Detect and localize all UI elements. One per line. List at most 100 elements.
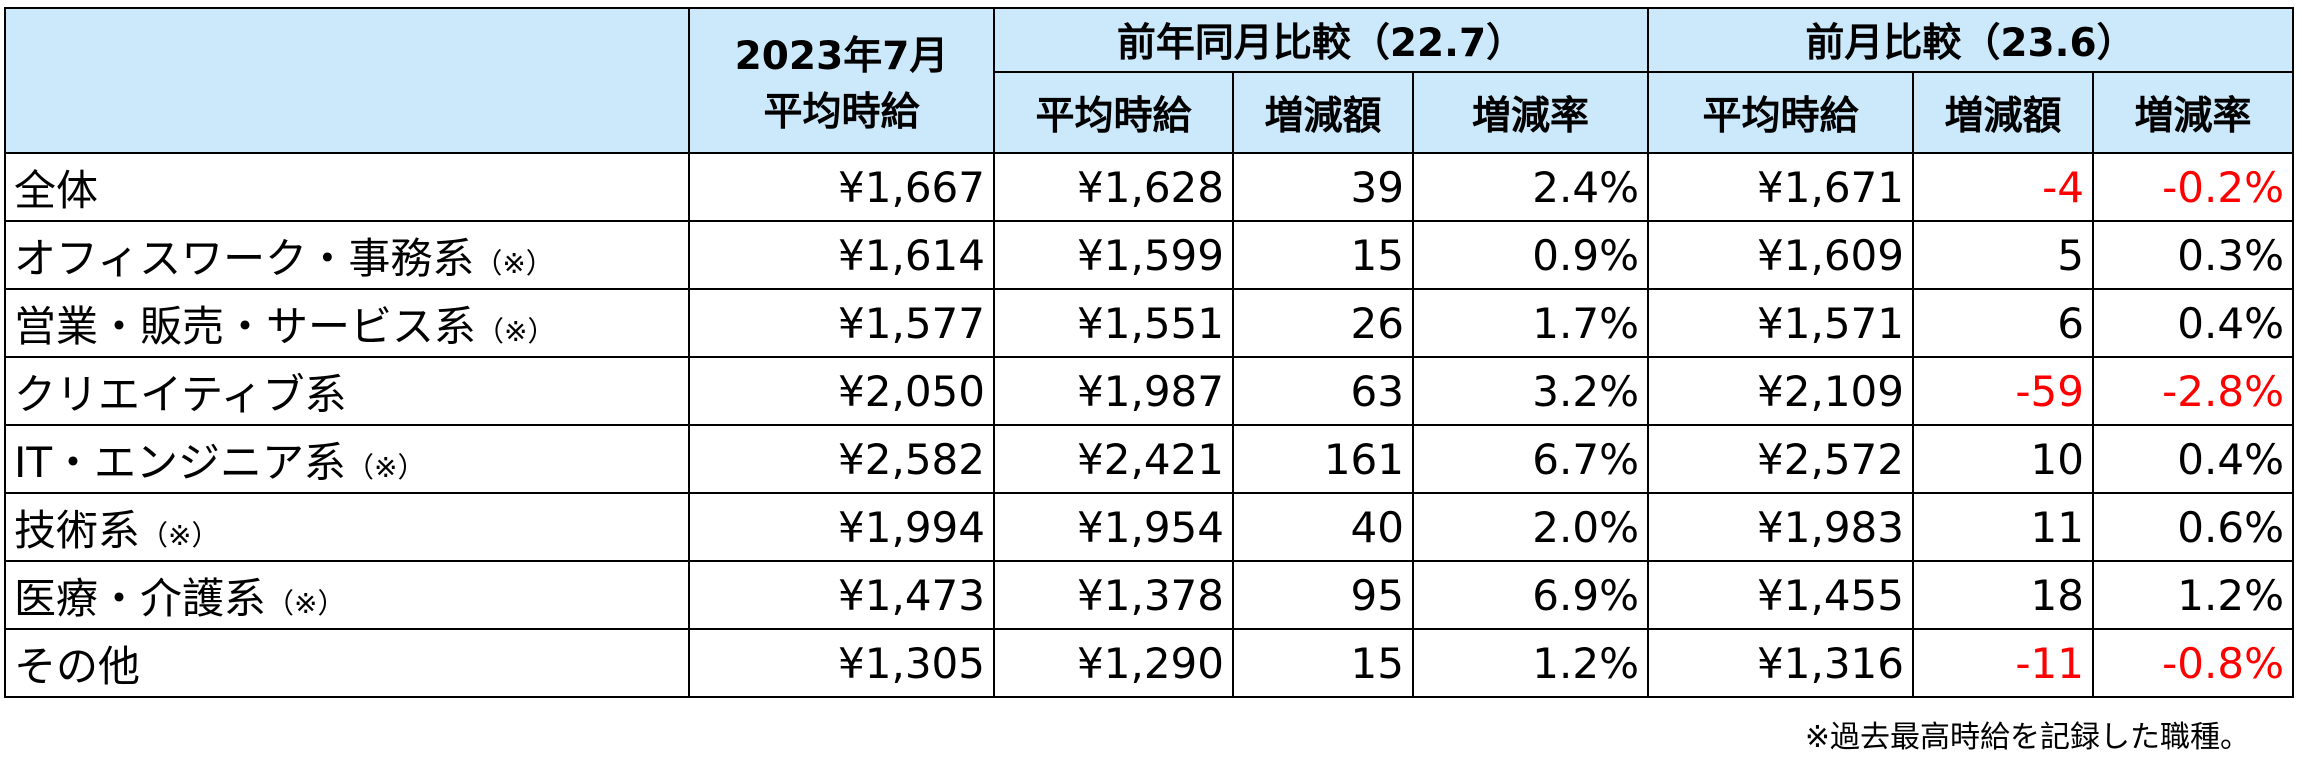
cell: ¥1,628: [993, 152, 1234, 222]
row: 営業・販売・サービス系（※） ¥1,577 ¥1,551 26 1.7% ¥1,571 6 0…: [4, 288, 2294, 358]
cell: 15: [1232, 628, 1414, 698]
cell: ¥1,551: [993, 288, 1234, 358]
cell: ¥1,987: [993, 356, 1234, 426]
cell: 0.4%: [2092, 288, 2294, 358]
cell: ¥1,305: [688, 628, 995, 698]
row-label: クリエイティブ系: [4, 356, 690, 426]
cell: 95: [1232, 560, 1414, 630]
cell: 10: [1912, 424, 2094, 494]
label: オフィスワーク・事務系: [14, 233, 475, 283]
cell: 40: [1232, 492, 1414, 562]
cell: ¥1,577: [688, 288, 995, 358]
cell: ¥1,455: [1647, 560, 1914, 630]
subheader-row: 平均時給 増減額 増減率 平均時給 増減額 増減率: [5, 71, 2294, 154]
row-label: IT・エンジニア系（※）: [4, 424, 690, 494]
subheader: 増減額: [1912, 71, 2094, 154]
mom-header: 前月比較（23.6）: [1647, 7, 2294, 73]
cell: ¥1,954: [993, 492, 1234, 562]
cell: -59: [1912, 356, 2094, 426]
cell: ¥1,316: [1647, 628, 1914, 698]
label: IT・エンジニア系: [14, 437, 347, 487]
cell: 3.2%: [1412, 356, 1649, 426]
cell: 0.4%: [2092, 424, 2294, 494]
row: クリエイティブ系 ¥2,050 ¥1,987 63 3.2% ¥2,109 -59 -2.8%: [4, 356, 2294, 426]
label: 技術系: [14, 505, 141, 555]
cell: 0.6%: [2092, 492, 2294, 562]
header-row: 2023年7月 平均時給 前年同月比較（22.7） 前月比較（23.6）: [4, 7, 2294, 154]
cell: ¥1,671: [1647, 152, 1914, 222]
label: 医療・介護系: [14, 573, 267, 623]
cell: ¥1,599: [993, 220, 1234, 290]
cell: ¥2,050: [688, 356, 995, 426]
cell: 39: [1232, 152, 1414, 222]
cell: 63: [1232, 356, 1414, 426]
cell: ¥1,571: [1647, 288, 1914, 358]
row-label: 営業・販売・サービス系（※）: [4, 288, 690, 358]
cell: ¥2,109: [1647, 356, 1914, 426]
cell: ¥2,582: [688, 424, 995, 494]
corner: [4, 7, 690, 154]
row: オフィスワーク・事務系（※） ¥1,614 ¥1,599 15 0.9% ¥1,609 5 0…: [4, 220, 2294, 290]
row: 技術系（※） ¥1,994 ¥1,954 40 2.0% ¥1,983 11 0.6%: [4, 492, 2294, 562]
cell: 0.9%: [1412, 220, 1649, 290]
period: 2023年7月: [734, 33, 949, 79]
period-header: 2023年7月 平均時給: [688, 7, 995, 154]
row-label: 全体: [4, 152, 690, 222]
subheader: 増減率: [1412, 71, 1649, 154]
cell: 1.2%: [2092, 560, 2294, 630]
cell: 1.7%: [1412, 288, 1649, 358]
cell: ¥1,614: [688, 220, 995, 290]
row-label: 技術系（※）: [4, 492, 690, 562]
cell: 6: [1912, 288, 2094, 358]
cell: 18: [1912, 560, 2094, 630]
cell: -0.8%: [2092, 628, 2294, 698]
note: （※）: [346, 450, 426, 484]
cell: 161: [1232, 424, 1414, 494]
row: 医療・介護系（※） ¥1,473 ¥1,378 95 6.9% ¥1,455 18 1.2%: [4, 560, 2294, 630]
cell: -11: [1912, 628, 2094, 698]
cell: -2.8%: [2092, 356, 2294, 426]
cell: 11: [1912, 492, 2094, 562]
period-sub: 平均時給: [763, 89, 920, 135]
cell: ¥1,983: [1647, 492, 1914, 562]
note: （※）: [140, 518, 220, 552]
cell: 26: [1232, 288, 1414, 358]
cell: ¥1,473: [688, 560, 995, 630]
row-label: その他: [4, 628, 690, 698]
cell: 2.4%: [1412, 152, 1649, 222]
row-label: 医療・介護系（※）: [4, 560, 690, 630]
label: 全体: [14, 165, 99, 215]
subheader: 増減額: [1232, 71, 1414, 154]
row: その他 ¥1,305 ¥1,290 15 1.2% ¥1,316 -11 -0.8%: [4, 628, 2294, 698]
label: 営業・販売・サービス系: [14, 301, 477, 351]
cell: ¥2,421: [993, 424, 1234, 494]
cell: ¥1,994: [688, 492, 995, 562]
cell: -4: [1912, 152, 2094, 222]
note: （※）: [476, 314, 556, 348]
cell: 15: [1232, 220, 1414, 290]
note: （※）: [474, 246, 554, 280]
cell: ¥2,572: [1647, 424, 1914, 494]
cell: ¥1,609: [1647, 220, 1914, 290]
cell: ¥1,290: [993, 628, 1234, 698]
label: クリエイティブ系: [14, 369, 347, 419]
cell: 0.3%: [2092, 220, 2294, 290]
yoy-header: 前年同月比較（22.7）: [993, 7, 1649, 73]
cell: ¥1,667: [688, 152, 995, 222]
cell: 6.9%: [1412, 560, 1649, 630]
row: 全体 ¥1,667 ¥1,628 39 2.4% ¥1,671 -4 -0.2%: [4, 152, 2294, 222]
footnote: ※過去最高時給を記録した職種。: [1804, 720, 2250, 755]
cell: -0.2%: [2092, 152, 2294, 222]
cell: ¥1,378: [993, 560, 1234, 630]
cell: 6.7%: [1412, 424, 1649, 494]
wage-table: 2023年7月 平均時給 前年同月比較（22.7） 前月比較（23.6） 平均時給…: [4, 7, 2294, 698]
cell: 2.0%: [1412, 492, 1649, 562]
row-label: オフィスワーク・事務系（※）: [4, 220, 690, 290]
cell: 1.2%: [1412, 628, 1649, 698]
subheader: 増減率: [2092, 71, 2294, 154]
subheader: 平均時給: [1647, 71, 1914, 154]
row: IT・エンジニア系（※） ¥2,582 ¥2,421 161 6.7% ¥2,572 10 0…: [4, 424, 2294, 494]
table-body: 全体 ¥1,667 ¥1,628 39 2.4% ¥1,671 -4 -0.2% オフィスワーク…: [4, 152, 2294, 698]
label: その他: [14, 641, 141, 691]
